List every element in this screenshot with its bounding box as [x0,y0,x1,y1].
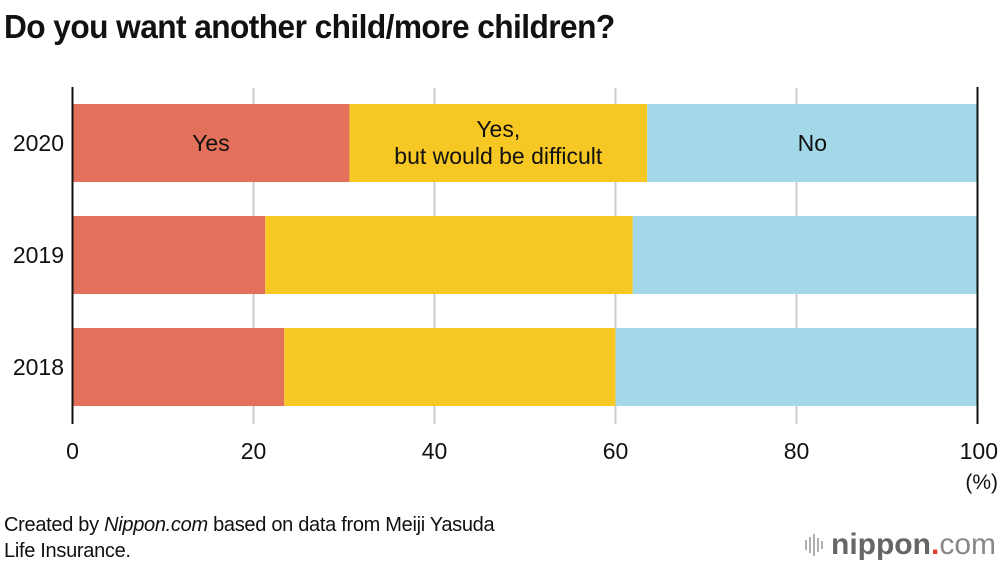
x-tick-label: 40 [422,438,448,464]
segment-label-difficult-line1: Yes, [476,116,520,142]
x-tick-labels: 0 20 40 60 80 100 (%) [66,438,998,494]
source-line2: Life Insurance. [4,540,131,562]
bar-2019-no [632,216,978,294]
y-tick-label: 2018 [13,354,64,380]
logo-text: nippon.com [831,528,996,562]
chart-title: Do you want another child/more children? [4,8,615,45]
x-tick-label: 20 [241,438,267,464]
y-tick-labels: 2020 2019 2018 [13,130,64,380]
logo-name: nippon [831,528,931,561]
sound-bars-icon [805,534,823,556]
bar-2019-yes-but-would-be-difficult [265,216,633,294]
logo-dot: . [930,528,940,561]
y-tick-label: 2020 [13,130,64,156]
x-tick-label: 0 [66,438,79,464]
bars [72,104,978,406]
segment-labels: Yes Yes,but would be difficult No [192,116,827,169]
source-prefix: Created by [4,514,105,536]
bar-2020-no [647,104,978,182]
segment-label-no: No [798,130,827,156]
bar-2020-yes [72,104,350,182]
bar-2018-no [615,328,978,406]
x-tick-label: 60 [603,438,629,464]
y-tick-label: 2019 [13,242,64,268]
source-note: Created by Nippon.com based on data from… [4,512,495,564]
bar-2018-yes [72,328,285,406]
axes [71,87,979,424]
bar-2020-yes-but-would-be-difficult [349,104,648,182]
nippon-logo: nippon.com [805,528,996,562]
source-brand: Nippon.com [104,514,208,536]
stacked-bar-chart: Yes Yes,but would be difficult No 2020 2019… [13,87,998,494]
x-axis-unit-label: (%) [965,471,998,494]
segment-label-difficult-line2: but would be difficult [394,143,603,169]
logo-tld: com [939,528,996,561]
source-suffix: based on data from Meiji Yasuda [207,514,495,536]
bar-2018-yes-but-would-be-difficult [284,328,616,406]
x-tick-label: 100 [960,438,998,464]
x-tick-label: 80 [784,438,810,464]
bar-2019-yes [72,216,266,294]
segment-label-yes: Yes [192,130,230,156]
